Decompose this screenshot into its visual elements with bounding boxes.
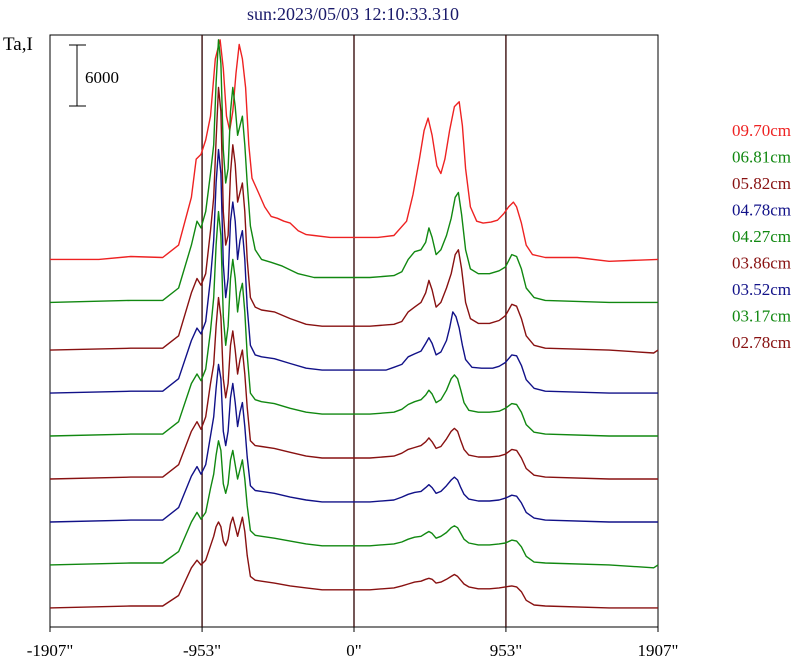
series-line-03.86cm bbox=[49, 296, 658, 480]
series-line-02.78cm bbox=[49, 516, 658, 609]
series-line-05.82cm bbox=[49, 86, 659, 354]
chart-title: sun:2023/05/03 12:10:33.310 bbox=[247, 4, 459, 24]
scale-bar: 6000 bbox=[69, 44, 119, 107]
legend-entry: 06.81cm bbox=[732, 148, 791, 167]
scale-bar-label: 6000 bbox=[85, 68, 119, 87]
legend-entry: 09.70cm bbox=[732, 121, 791, 140]
legend-entry: 02.78cm bbox=[732, 333, 791, 352]
x-tick-label-4: 1907" bbox=[638, 641, 679, 660]
series-line-06.81cm bbox=[49, 39, 658, 304]
x-tick-label-0: -1907" bbox=[27, 641, 74, 660]
legend-entry: 05.82cm bbox=[732, 174, 791, 193]
legend-entry: 03.52cm bbox=[732, 280, 791, 299]
series-group bbox=[49, 39, 659, 609]
y-axis-label: Ta,I bbox=[3, 34, 33, 55]
legend-entry: 03.86cm bbox=[732, 254, 791, 273]
legend-entry: 04.27cm bbox=[732, 227, 791, 246]
series-line-04.27cm bbox=[49, 210, 658, 437]
legend: 09.70cm 06.81cm 05.82cm 04.78cm 04.27cm 03.86… bbox=[732, 121, 791, 352]
legend-entry: 03.17cm bbox=[732, 307, 791, 326]
legend-entry: 04.78cm bbox=[732, 201, 791, 220]
x-tick-label-3: 953" bbox=[490, 641, 522, 660]
series-line-03.52cm bbox=[49, 363, 658, 523]
x-tick-label-2: 0" bbox=[346, 641, 361, 660]
series-line-04.78cm bbox=[49, 148, 658, 394]
x-axis-ticks: -1907" -953" 0" 953" 1907" bbox=[27, 627, 679, 660]
series-line-03.17cm bbox=[49, 440, 659, 569]
x-tick-label-1: -953" bbox=[183, 641, 221, 660]
